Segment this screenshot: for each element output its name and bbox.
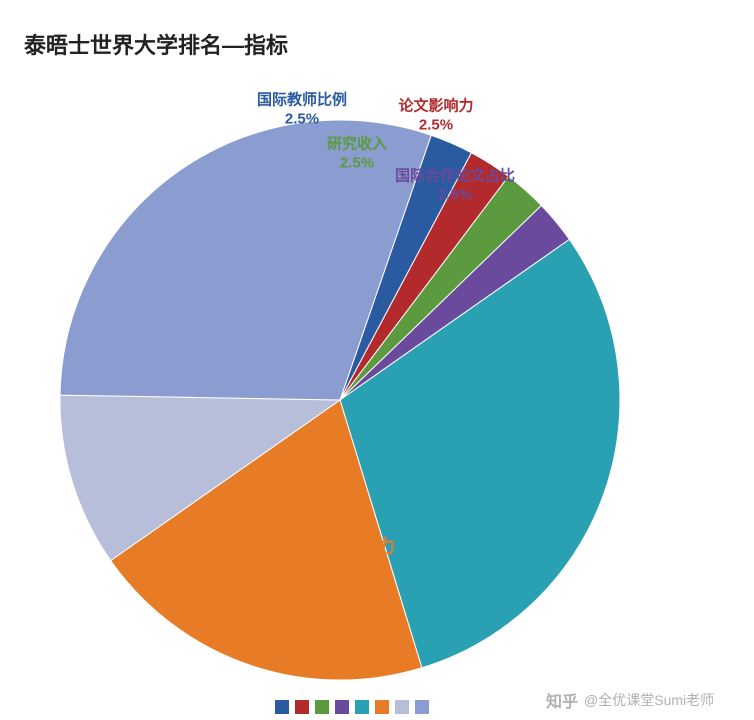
slice-label: 学术声誉30% [524, 330, 596, 375]
slice-label: 论文影响力2.5% [398, 97, 473, 135]
watermark: 知乎 @全优课堂Sumi老师 [546, 688, 714, 712]
legend-swatch [295, 700, 309, 714]
slice-label: 国际教师比例2.5% [257, 91, 347, 129]
legend-swatch [275, 700, 289, 714]
slice-label: 论文影响力20% [305, 536, 395, 581]
legend-swatch [335, 700, 349, 714]
watermark-text: @全优课堂Sumi老师 [584, 690, 714, 710]
slice-label: 教学环境30% [139, 228, 211, 273]
legend-swatch [315, 700, 329, 714]
legend-swatch [415, 700, 429, 714]
chart-title: 泰晤士世界大学排名—指标 [24, 28, 288, 60]
pie-chart [56, 116, 624, 684]
legend-swatch [395, 700, 409, 714]
slice-label: 国际合作论文占比2.5% [395, 167, 515, 205]
legend-swatch [375, 700, 389, 714]
watermark-logo: 知乎 [546, 688, 578, 712]
legend-swatch [355, 700, 369, 714]
slice-label: 研究收入2.5% [327, 135, 387, 173]
legend [275, 700, 429, 714]
